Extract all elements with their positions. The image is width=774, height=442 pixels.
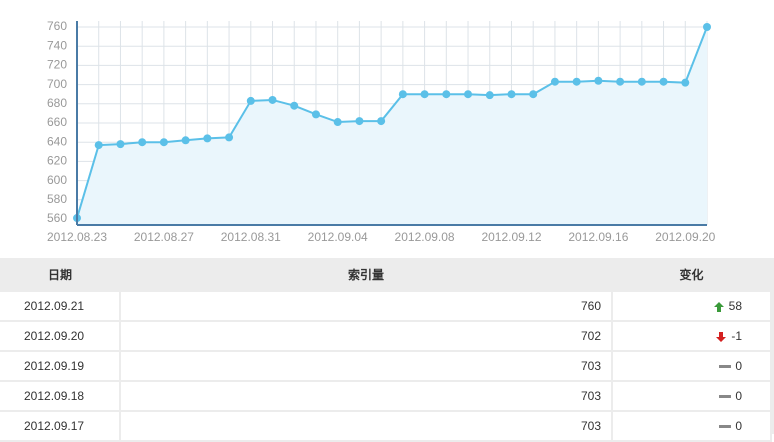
y-tick-label: 700 [47, 77, 67, 91]
x-tick-label: 2012.09.04 [308, 230, 368, 244]
y-tick-label: 620 [47, 154, 67, 168]
x-tick-label: 2012.08.31 [221, 230, 281, 244]
change-cell: -1 [612, 320, 772, 352]
point [637, 77, 646, 86]
point [572, 77, 581, 86]
point [464, 90, 473, 99]
point [268, 95, 277, 104]
table-row: 2012.09.19 703 0 [0, 350, 772, 382]
change-value: -1 [731, 329, 742, 343]
point [311, 110, 320, 119]
point [138, 138, 147, 147]
point [225, 133, 234, 142]
date-cell: 2012.09.21 [0, 290, 121, 322]
change-value: 0 [735, 389, 742, 403]
point [203, 134, 212, 143]
point [420, 90, 429, 99]
area [77, 27, 707, 225]
point [703, 23, 711, 31]
y-tick-label: 600 [47, 173, 67, 187]
header-row: 日期 索引量 变化 [0, 258, 771, 291]
point [159, 138, 168, 147]
x-tick-label: 2012.09.08 [395, 230, 455, 244]
point [659, 77, 668, 86]
x-tick-label: 2012.09.20 [655, 230, 715, 244]
change-cell: 0 [612, 410, 772, 442]
point [616, 77, 625, 86]
change-value: 0 [735, 419, 742, 433]
y-tick-label: 720 [47, 58, 67, 72]
point [681, 78, 690, 87]
point [181, 136, 190, 145]
date-cell: 2012.09.19 [0, 350, 121, 382]
table-row: 2012.09.20 702 -1 [0, 320, 772, 352]
date-cell: 2012.09.20 [0, 320, 121, 352]
y-tick-label: 640 [47, 134, 67, 148]
change-icon [713, 301, 724, 312]
date-cell: 2012.09.18 [0, 380, 121, 412]
point [290, 101, 299, 110]
y-tick-label: 660 [47, 115, 67, 129]
point [507, 90, 516, 99]
change-cell: 0 [612, 350, 772, 382]
point [355, 117, 364, 126]
point [594, 76, 603, 85]
change-icon [719, 364, 732, 368]
point [398, 90, 407, 99]
point [442, 90, 451, 99]
point [377, 117, 386, 126]
point [116, 140, 125, 149]
point [529, 90, 538, 99]
table-row: 2012.09.18 703 0 [0, 380, 772, 412]
value-cell: 702 [120, 320, 613, 352]
point [333, 118, 342, 127]
change-cell: 58 [612, 290, 772, 322]
change-icon [716, 331, 727, 342]
y-tick-label: 580 [47, 192, 67, 206]
x-tick-label: 2012.08.23 [47, 230, 107, 244]
y-tick-label: 560 [47, 211, 67, 225]
change-cell: 0 [612, 380, 772, 412]
point [550, 77, 559, 86]
value-cell: 703 [120, 410, 613, 442]
date-cell: 2012.09.17 [0, 410, 121, 442]
x-tick-label: 2012.08.27 [134, 230, 194, 244]
value-cell: 703 [120, 350, 613, 382]
table-row: 2012.09.21 760 58 [0, 290, 772, 322]
point [94, 141, 103, 150]
x-tick-label: 2012.09.12 [481, 230, 541, 244]
point [246, 96, 255, 105]
column-header: 索引量 [120, 258, 612, 291]
chart: 560 580 600 620 640 660 680 700 720 740 760 2012.08… [47, 19, 716, 244]
column-header: 日期 [0, 258, 120, 291]
table-row: 2012.09.17 703 0 [0, 410, 772, 442]
table-area: 日期 索引量 变化 2012.09.21 760 58 2012.09.20 702 -1 201… [0, 258, 774, 442]
point [485, 91, 494, 100]
value-cell: 760 [120, 290, 613, 322]
x-tick-label: 2012.09.16 [568, 230, 628, 244]
index-table: 日期 索引量 变化 2012.09.21 760 58 2012.09.20 702 -1 201… [0, 258, 772, 442]
change-value: 58 [728, 299, 742, 313]
change-value: 0 [735, 359, 742, 373]
column-header: 变化 [612, 258, 771, 291]
y-tick-label: 680 [47, 96, 67, 110]
value-cell: 703 [120, 380, 613, 412]
change-icon [719, 424, 732, 428]
change-icon [719, 394, 732, 398]
y-tick-label: 740 [47, 38, 67, 52]
y-tick-label: 760 [47, 19, 67, 33]
